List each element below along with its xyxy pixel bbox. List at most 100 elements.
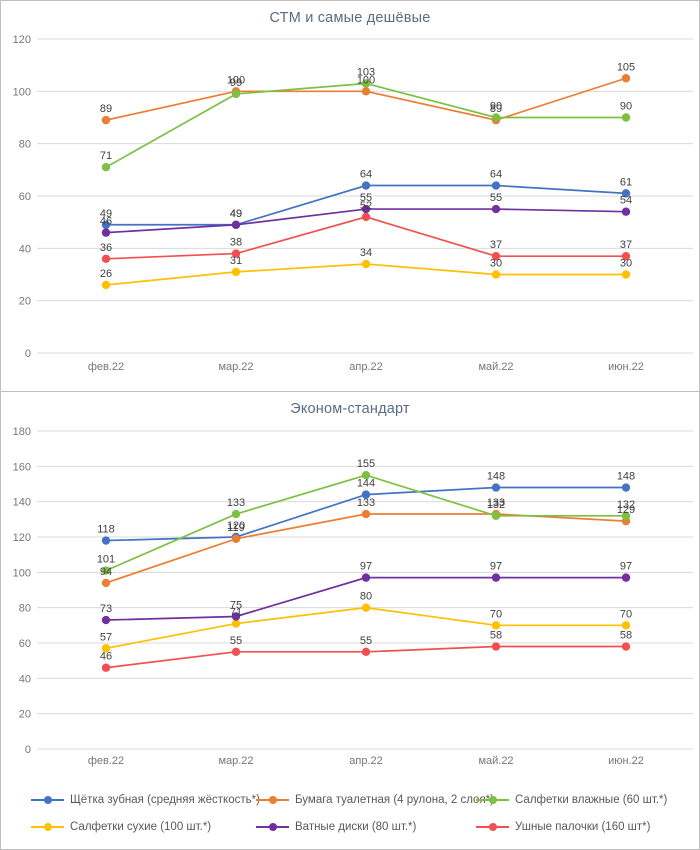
data-point	[491, 511, 501, 520]
y-axis-tick: 80	[19, 603, 31, 615]
data-point	[621, 74, 631, 83]
data-label: 71	[100, 150, 112, 162]
stm-chart-plot: 0 20 40 60 80 100 120 фев.22 мар.22 апр.22 май.22 и…	[13, 34, 693, 373]
data-point	[491, 270, 501, 279]
data-point	[101, 644, 111, 653]
data-label: 64	[360, 169, 372, 181]
data-point	[361, 259, 371, 269]
data-point	[101, 615, 111, 625]
legend-label: Ушные палочки (160 шт*)	[515, 820, 651, 833]
data-label: 54	[620, 195, 632, 207]
data-label: 100	[357, 74, 375, 86]
y-axis-tick: 20	[19, 709, 31, 721]
data-point	[491, 251, 501, 261]
legend-label: Бумага туалетная (4 рулона, 2 слоя*)	[295, 793, 494, 806]
x-axis-label: июн.22	[608, 755, 644, 767]
data-point	[361, 509, 371, 519]
data-label: 73	[100, 603, 112, 615]
data-point	[231, 267, 241, 277]
y-axis-tick: 0	[25, 348, 31, 360]
data-point	[621, 251, 631, 261]
data-label: 97	[620, 561, 632, 573]
data-label: 55	[360, 192, 372, 204]
data-point	[231, 249, 241, 258]
data-label: 148	[487, 471, 505, 483]
x-axis-label: апр.22	[349, 755, 382, 767]
data-label: 94	[100, 566, 112, 578]
chart-panel-stm: 0 20 40 60 80 100 120 фев.22 мар.22 апр.22 май.22 и…	[1, 1, 699, 392]
data-label: 101	[97, 554, 115, 566]
data-label: 38	[230, 237, 242, 249]
data-label: 70	[620, 608, 632, 620]
y-axis-tick: 40	[19, 243, 31, 255]
data-point	[491, 573, 501, 582]
y-axis-tick: 100	[13, 86, 31, 98]
data-label: 133	[227, 497, 245, 509]
data-label: 90	[620, 101, 632, 113]
data-point	[231, 619, 241, 628]
data-label: 133	[357, 497, 375, 509]
legend-marker-line	[256, 795, 289, 804]
data-label: 132	[617, 499, 635, 511]
data-point	[621, 207, 631, 216]
data-point	[101, 163, 111, 172]
data-label: 49	[100, 208, 112, 220]
data-point	[621, 573, 631, 582]
y-axis-tick: 60	[19, 638, 31, 650]
data-point	[101, 536, 111, 545]
data-point	[361, 490, 371, 499]
data-point	[231, 220, 241, 229]
data-label: 37	[490, 239, 502, 251]
data-point	[101, 254, 111, 263]
data-point	[231, 647, 241, 657]
data-point	[621, 270, 631, 279]
data-point	[361, 573, 371, 582]
legend-label: Салфетки сухие (100 шт.*)	[70, 820, 212, 833]
data-label: 30	[620, 258, 632, 270]
y-axis-tick: 40	[19, 673, 31, 685]
legend-marker-line	[476, 822, 509, 831]
data-point	[491, 181, 501, 190]
data-point	[361, 79, 371, 88]
data-label: 132	[487, 499, 505, 511]
data-point	[491, 204, 501, 214]
data-point	[491, 642, 501, 651]
data-label: 52	[360, 200, 372, 212]
data-point	[231, 89, 241, 99]
data-point	[361, 181, 371, 190]
legend-label: Салфетки влажные (60 шт.*)	[515, 793, 668, 806]
data-point	[491, 483, 501, 492]
data-label: 46	[100, 216, 112, 228]
series-line	[105, 82, 626, 168]
y-axis-tick: 100	[13, 567, 31, 579]
data-label: 64	[490, 169, 502, 181]
data-label: 37	[620, 239, 632, 251]
data-label: 61	[620, 176, 632, 188]
data-label: 100	[227, 74, 245, 86]
x-axis-label: фев.22	[88, 755, 124, 767]
legend-marker-dot	[269, 822, 277, 831]
legend-item: Салфетки сухие (100 шт.*)	[31, 819, 256, 834]
legend-item: Салфетки влажные (60 шт.*)	[476, 792, 699, 807]
data-point	[361, 212, 371, 222]
data-point	[621, 621, 631, 630]
data-label: 103	[357, 66, 375, 78]
data-point	[231, 612, 241, 621]
data-point	[361, 647, 371, 657]
legend-marker-dot	[489, 795, 497, 804]
y-axis-tick: 160	[13, 461, 31, 473]
data-label: 58	[620, 630, 632, 642]
data-label: 75	[230, 600, 242, 612]
data-label: 34	[360, 247, 372, 259]
data-label: 26	[100, 268, 112, 280]
data-label: 31	[230, 255, 242, 267]
data-label: 99	[230, 77, 242, 89]
data-label: 71	[230, 607, 242, 619]
data-point	[621, 189, 631, 198]
data-label: 30	[490, 258, 502, 270]
data-point	[621, 113, 631, 122]
data-point	[101, 220, 111, 229]
data-label: 89	[100, 103, 112, 115]
data-label: 105	[617, 61, 635, 73]
data-point	[231, 534, 241, 543]
